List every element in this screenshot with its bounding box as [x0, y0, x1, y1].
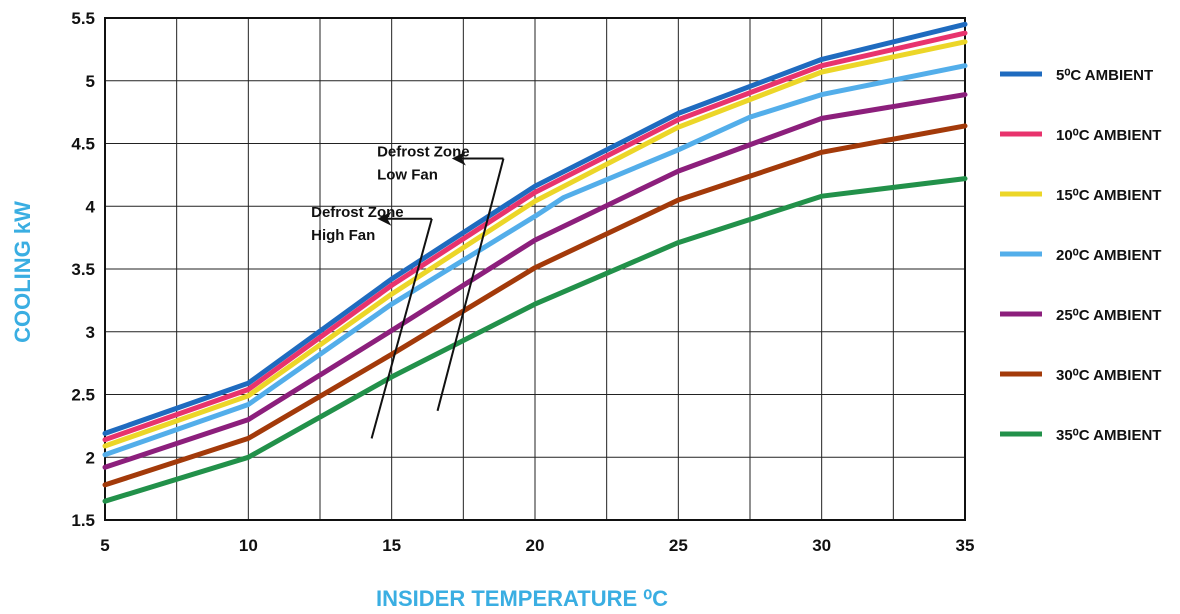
y-axis-title: COOLING kW [10, 201, 35, 343]
annotation-zone-line [372, 219, 432, 439]
annotation-label-line2: High Fan [311, 227, 375, 244]
y-tick-label: 3 [86, 323, 95, 342]
legend-label: 20⁰C AMBIENT [1056, 247, 1161, 264]
x-tick-label: 30 [812, 536, 831, 555]
x-tick-label: 15 [382, 536, 401, 555]
legend-label: 35⁰C AMBIENT [1056, 427, 1161, 444]
annotation-label-line1: Defrost Zone [311, 204, 404, 221]
y-tick-label: 2.5 [71, 386, 95, 405]
y-tick-label: 4.5 [71, 135, 95, 154]
y-tick-label: 2 [86, 448, 95, 467]
legend: 5⁰C AMBIENT 10⁰C AMBIENT 15⁰C AMBIENT 20⁰C … [1000, 67, 1161, 444]
legend-label: 30⁰C AMBIENT [1056, 367, 1161, 384]
x-tick-label: 25 [669, 536, 688, 555]
x-tick-label: 5 [100, 536, 109, 555]
x-tick-label: 35 [956, 536, 975, 555]
x-axis-title: INSIDER TEMPERATURE ⁰C [376, 586, 668, 611]
legend-label: 25⁰C AMBIENT [1056, 307, 1161, 324]
y-tick-label: 5.5 [71, 9, 95, 28]
legend-label: 10⁰C AMBIENT [1056, 127, 1161, 144]
y-tick-label: 1.5 [71, 511, 95, 530]
annotation-label-line1: Defrost Zone [377, 144, 470, 161]
legend-label: 15⁰C AMBIENT [1056, 187, 1161, 204]
annotation-label-line2: Low Fan [377, 167, 438, 184]
y-tick-label: 5 [86, 72, 95, 91]
x-tick-label: 20 [526, 536, 545, 555]
x-tick-label: 10 [239, 536, 258, 555]
y-tick-label: 4 [86, 197, 96, 216]
legend-label: 5⁰C AMBIENT [1056, 67, 1153, 84]
y-tick-label: 3.5 [71, 260, 95, 279]
annotation-zone-line [438, 159, 504, 411]
